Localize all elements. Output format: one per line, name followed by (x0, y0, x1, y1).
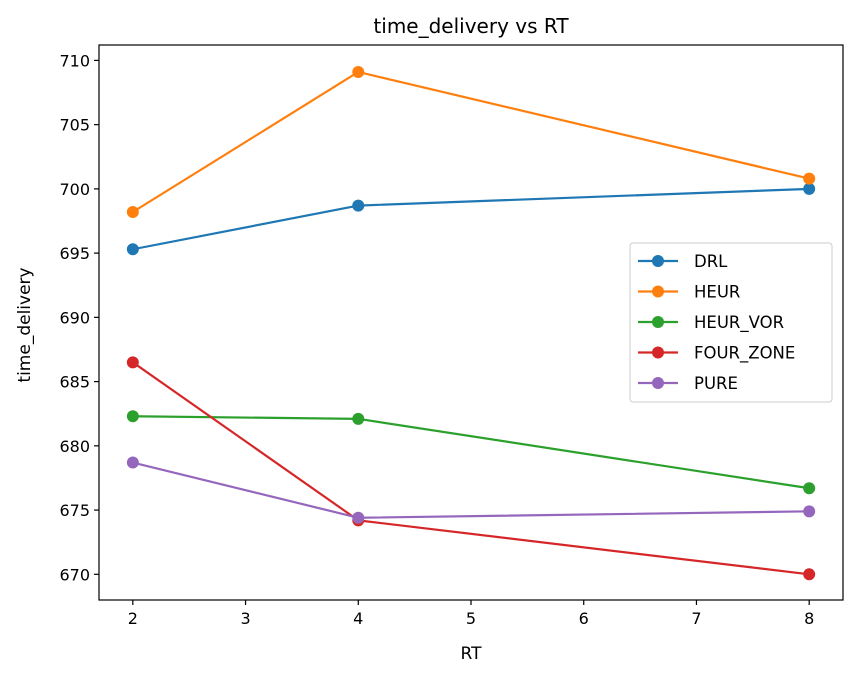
legend-marker-drl (652, 255, 664, 267)
y-axis-label: time_delivery (15, 267, 35, 382)
legend-marker-heur (652, 285, 664, 298)
data-point-drl-1 (352, 199, 365, 212)
legend-label-four-zone: FOUR_ZONE (694, 344, 795, 364)
data-point-drl-0 (126, 243, 139, 256)
x-axis-label: RT (461, 644, 483, 664)
legend-label-heur-vor: HEUR_VOR (694, 313, 784, 333)
legend-label-heur: HEUR (694, 283, 740, 302)
plot-area: 2 3 4 5 6 7 8 670 675 680 685 690 695 700 705 710 (59, 44, 844, 628)
x-tick-label: 8 (804, 609, 814, 628)
data-point-pure-1 (352, 511, 365, 524)
y-tick-label: 685 (59, 373, 90, 392)
x-tick-label: 3 (240, 609, 250, 628)
data-point-pure-0 (126, 456, 139, 469)
y-tick-label: 705 (59, 116, 90, 135)
y-tick-label: 710 (59, 51, 90, 70)
data-point-pure-2 (803, 505, 816, 518)
data-point-heur-vor-2 (803, 482, 816, 495)
chart-title: time_delivery vs RT (373, 14, 569, 38)
x-tick-label: 7 (691, 609, 701, 628)
legend: DRL HEUR HEUR_VOR FOUR_ZONE PURE (629, 242, 833, 403)
data-point-heur-vor-0 (126, 410, 139, 423)
legend-marker-four-zone (652, 346, 664, 359)
y-tick-label: 680 (59, 437, 90, 456)
legend-box (629, 242, 833, 403)
x-tick-label: 6 (579, 609, 589, 628)
data-point-heur-vor-1 (352, 412, 365, 425)
y-tick-label: 670 (59, 565, 90, 584)
y-tick-label: 700 (59, 180, 90, 199)
y-tick-label: 675 (59, 501, 90, 520)
legend-marker-pure (652, 377, 664, 389)
x-tick-label: 5 (466, 609, 476, 628)
legend-label-pure: PURE (694, 374, 738, 393)
data-point-drl-2 (803, 182, 816, 195)
data-point-heur-1 (352, 65, 365, 78)
data-point-heur-0 (126, 206, 139, 219)
legend-marker-heur-vor (652, 316, 664, 328)
x-tick-label: 4 (353, 609, 363, 628)
legend-label-drl: DRL (694, 252, 728, 271)
data-point-four-zone-0 (126, 356, 139, 369)
y-tick-label: 695 (59, 244, 90, 263)
y-tick-label: 690 (59, 308, 90, 327)
data-point-heur-2 (803, 172, 816, 185)
data-point-four-zone-2 (803, 568, 816, 581)
x-tick-label: 2 (128, 609, 138, 628)
